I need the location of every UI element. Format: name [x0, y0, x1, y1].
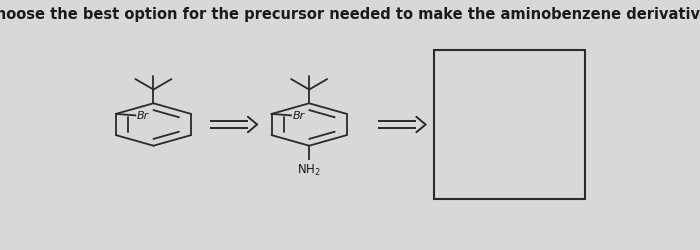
- Text: NH$_2$: NH$_2$: [298, 162, 321, 177]
- Text: Br: Br: [293, 111, 304, 121]
- Bar: [434, 50, 584, 200]
- Text: Br: Br: [136, 111, 149, 121]
- Text: Choose the best option for the precursor needed to make the aminobenzene derivat: Choose the best option for the precursor…: [0, 7, 700, 22]
